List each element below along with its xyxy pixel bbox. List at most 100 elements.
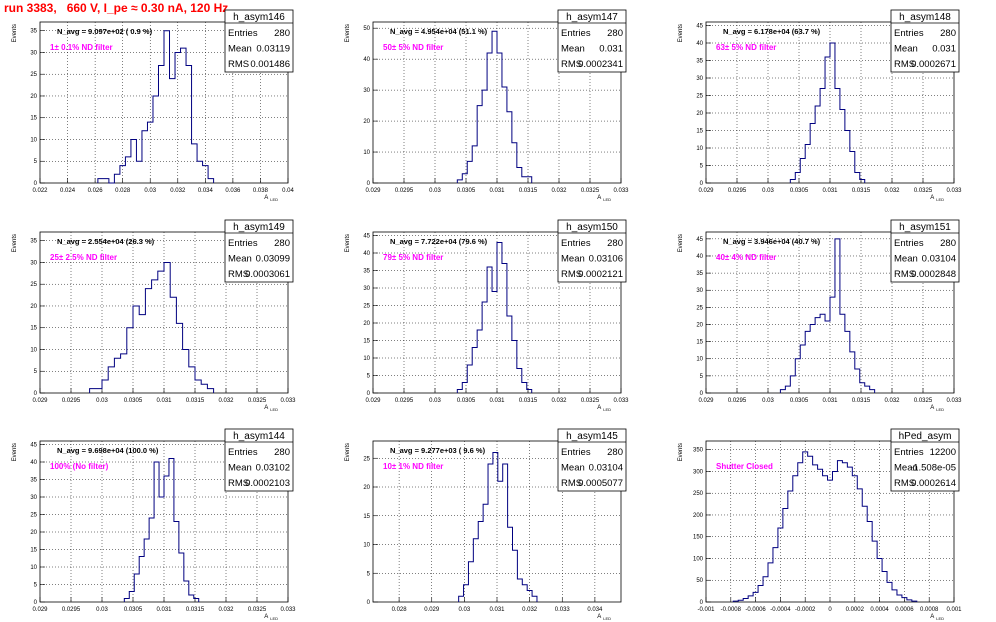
stats-title: h_asym147	[566, 12, 618, 23]
stats-value: -1.508e-05	[910, 463, 956, 474]
x-tick-label: 0.022	[32, 188, 48, 194]
stats-label: Entries	[894, 238, 924, 249]
stats-value: 0.0002671	[911, 59, 956, 70]
x-tick-label: 0.024	[60, 188, 76, 194]
stats-label: RMS	[561, 478, 582, 489]
histogram-pad-h_asym150: 0.029 0.0295 0.03 0.0305 0.031 0.0315 0.032 0.0…	[345, 219, 629, 412]
x-tick-label: 0.031	[489, 188, 505, 194]
stats-label: Mean	[228, 254, 252, 265]
y-tick-label: 200	[693, 513, 704, 519]
stats-value: 0.03104	[922, 254, 956, 265]
x-tick-label: 0.034	[587, 607, 603, 613]
stats-value: 0.0002614	[911, 478, 956, 489]
y-tick-label: 35	[30, 478, 37, 484]
stats-label: RMS	[228, 478, 249, 489]
histogram-pad-h_asym145: 0.028 0.029 0.03 0.031 0.032 0.033 0.034 0 5 10 15…	[345, 428, 627, 621]
x-tick-label: 0.029	[365, 398, 381, 404]
stats-value: 0.03102	[256, 463, 290, 474]
x-tick-label: 0.032	[551, 398, 567, 404]
y-tick-label: 45	[30, 443, 37, 449]
y-tick-label: 45	[363, 234, 370, 240]
y-tick-label: 15	[363, 339, 370, 345]
x-tick-label: 0.0295	[62, 607, 81, 613]
histogram-pad-h_asym144: 0.029 0.0295 0.03 0.0305 0.031 0.0315 0.032 0.0…	[12, 428, 296, 621]
stats-box	[224, 428, 294, 492]
stats-value: 0.0002121	[578, 269, 623, 280]
x-tick-label: 0.032	[884, 188, 900, 194]
y-tick-label: 5	[34, 159, 38, 165]
y-tick-label: 30	[363, 88, 370, 94]
stats-value: 0.0002341	[578, 59, 623, 70]
x-tick-label: 0.0006	[895, 607, 914, 613]
y-tick-label: 25	[696, 94, 703, 100]
y-tick-label: 10	[30, 347, 37, 353]
stats-value: 280	[607, 447, 623, 458]
filter-label: 63± 5% ND filter	[716, 43, 776, 52]
x-tick-label: 0.0305	[457, 398, 476, 404]
stats-label: Entries	[228, 238, 258, 249]
stats-title: h_asym144	[233, 431, 285, 442]
y-tick-label: 5	[700, 164, 704, 170]
x-tick-label: 0.0295	[395, 398, 414, 404]
stats-value: 12200	[930, 447, 956, 458]
navg-label: N_avg = 6.178e+04 (63.7 %)	[723, 27, 821, 36]
x-tick-label: 0.029	[365, 188, 381, 194]
x-tick-label: -0.0008	[721, 607, 742, 613]
x-tick-label: 0.001	[946, 607, 962, 613]
stats-title: hPed_asym	[899, 431, 952, 442]
y-tick-label: 0	[367, 600, 371, 606]
filter-label: 25± 2.5% ND filter	[50, 253, 117, 262]
y-tick-label: 40	[363, 57, 370, 63]
x-tick-label: 0.029	[698, 188, 714, 194]
y-axis-label: Events	[12, 443, 18, 461]
y-tick-label: 20	[363, 321, 370, 327]
y-tick-label: 35	[363, 269, 370, 275]
filter-label: 1± 0.1% ND filter	[50, 43, 113, 52]
x-tick-label: 0.03	[762, 188, 774, 194]
stats-box	[557, 219, 627, 283]
y-tick-label: 40	[30, 460, 37, 466]
stats-value: 0.03119	[256, 44, 290, 55]
x-tick-label: 0.038	[253, 188, 269, 194]
stats-box	[224, 219, 294, 283]
y-tick-label: 0	[367, 391, 371, 397]
histogram-line	[97, 30, 215, 184]
x-axis-label: A LED	[930, 614, 944, 621]
stats-label: RMS	[228, 269, 249, 280]
x-tick-label: 0.0325	[248, 607, 267, 613]
x-tick-label: -0.001	[697, 607, 715, 613]
x-tick-label: 0.031	[156, 607, 172, 613]
histogram-line	[779, 238, 876, 393]
y-axis-label: Events	[12, 234, 18, 252]
y-tick-label: 0	[34, 391, 38, 397]
x-tick-label: 0.0295	[728, 398, 747, 404]
stats-value: 0.001486	[250, 59, 290, 70]
x-tick-label: 0.0325	[914, 398, 933, 404]
x-tick-label: 0.0315	[186, 607, 205, 613]
y-tick-label: 0	[34, 181, 38, 187]
stats-label: Entries	[894, 28, 924, 39]
stats-label: Entries	[894, 447, 924, 458]
filter-label: 50± 5% ND filter	[383, 43, 443, 52]
y-tick-label: 20	[30, 304, 37, 310]
y-tick-label: 15	[30, 116, 37, 122]
y-tick-label: 0	[367, 181, 371, 187]
y-tick-label: 40	[696, 254, 703, 260]
stats-value: 0.031	[599, 44, 623, 55]
y-axis-label: Events	[678, 24, 684, 42]
y-tick-label: 15	[696, 129, 703, 135]
y-axis-label: Events	[345, 24, 351, 42]
y-tick-label: 20	[696, 111, 703, 117]
x-axis-label: A LED	[930, 195, 944, 202]
run-title: run 3383, 660 V, I_pe ≈ 0.30 nA, 120 Hz	[4, 1, 229, 15]
navg-label: N_avg = 9.097e+02 ( 0.9 %)	[57, 27, 153, 36]
x-tick-label: -0.0004	[770, 607, 791, 613]
y-tick-label: 35	[696, 271, 703, 277]
y-tick-label: 5	[367, 571, 371, 577]
y-axis-label: Events	[345, 234, 351, 252]
x-axis-label: A LED	[597, 614, 611, 621]
stats-value: 0.03104	[589, 463, 623, 474]
y-tick-label: 5	[367, 374, 371, 380]
stats-value: 280	[274, 28, 290, 39]
x-tick-label: -0.0006	[745, 607, 766, 613]
